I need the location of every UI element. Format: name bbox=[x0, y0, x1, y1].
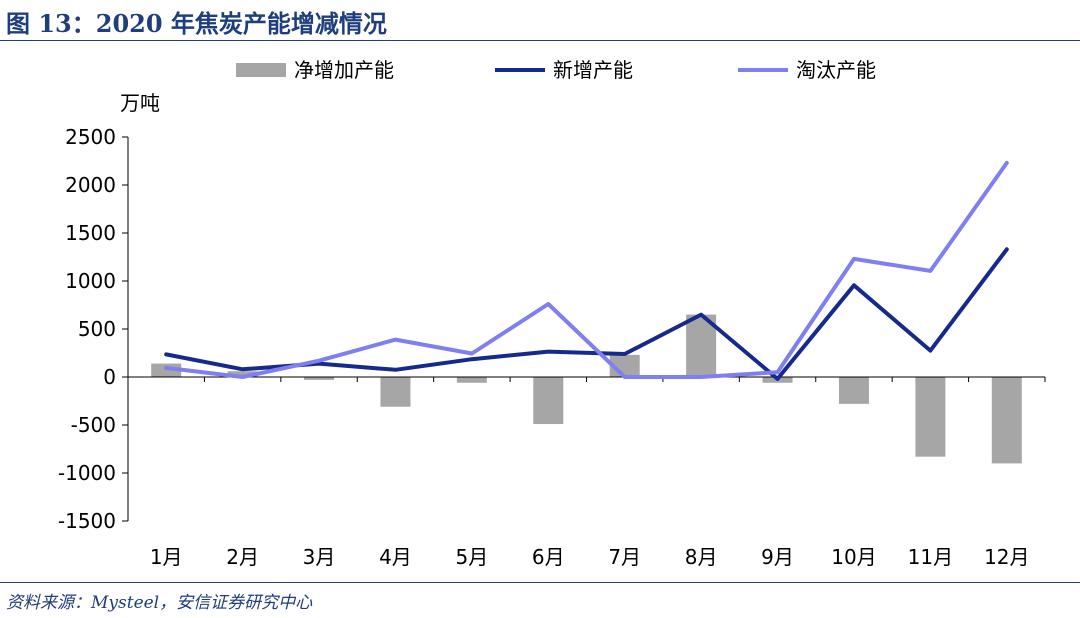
x-axis: 1月 2月 3月 4月 5月 6月 7月 8月 9月 10月 11月 12月 bbox=[127, 376, 1046, 569]
bar bbox=[304, 377, 335, 380]
y-tick-label: 2500 bbox=[65, 125, 116, 149]
bar-series bbox=[151, 314, 1022, 464]
x-tick-label: 10月 bbox=[831, 545, 876, 569]
y-tick-label: -1500 bbox=[58, 509, 116, 533]
x-tick-label: 4月 bbox=[379, 545, 412, 569]
y-tick-label: 2000 bbox=[65, 173, 116, 197]
legend: 净增加产能 新增产能 淘汰产能 bbox=[236, 58, 876, 82]
series-line bbox=[164, 160, 1009, 379]
title-divider bbox=[0, 40, 1080, 41]
figure-title: 图 13：2020 年焦炭产能增减情况 bbox=[6, 9, 387, 38]
y-tick-label: 1500 bbox=[65, 221, 116, 245]
x-tick-label: 5月 bbox=[456, 545, 489, 569]
x-tick-label: 8月 bbox=[685, 545, 718, 569]
bar bbox=[838, 377, 869, 404]
x-tick-label: 9月 bbox=[761, 545, 794, 569]
x-tick-label: 12月 bbox=[984, 545, 1029, 569]
y-tick-label: -500 bbox=[71, 413, 116, 437]
x-tick-label: 3月 bbox=[303, 545, 336, 569]
legend-label: 淘汰产能 bbox=[796, 58, 876, 82]
bar bbox=[227, 371, 258, 377]
bar bbox=[991, 377, 1022, 464]
y-tick-label: -1000 bbox=[58, 461, 116, 485]
series-line bbox=[164, 247, 1009, 381]
bar bbox=[380, 377, 411, 407]
y-tick-label: 1000 bbox=[65, 269, 116, 293]
y-tick-label: 0 bbox=[103, 365, 116, 389]
bar bbox=[915, 377, 946, 457]
x-tick-label: 11月 bbox=[908, 545, 953, 569]
y-axis: 2500 2000 1500 1000 500 0 -500 -1000 -1500 bbox=[58, 125, 129, 533]
line-series bbox=[164, 160, 1009, 381]
x-tick-label: 1月 bbox=[150, 545, 183, 569]
bar bbox=[456, 377, 487, 383]
source-note: 资料来源：Mysteel，安信证券研究中心 bbox=[6, 593, 313, 613]
legend-swatch bbox=[236, 63, 286, 77]
x-tick-label: 6月 bbox=[532, 545, 565, 569]
legend-label: 新增产能 bbox=[553, 58, 633, 82]
bar bbox=[533, 377, 564, 425]
y-tick-label: 500 bbox=[78, 317, 116, 341]
legend-label: 净增加产能 bbox=[294, 58, 394, 82]
source-divider bbox=[0, 582, 1080, 583]
x-tick-label: 7月 bbox=[608, 545, 641, 569]
y-axis-unit-label: 万吨 bbox=[120, 91, 160, 115]
x-tick-label: 2月 bbox=[226, 545, 259, 569]
